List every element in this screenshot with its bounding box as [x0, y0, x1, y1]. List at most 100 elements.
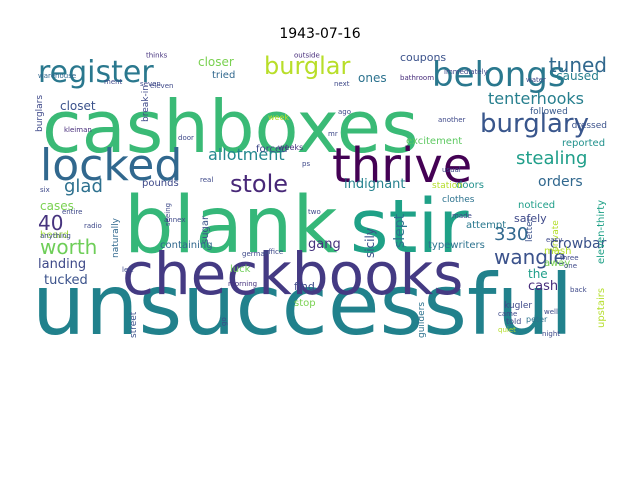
cloud-word: noticed: [518, 200, 555, 211]
cloud-word: break-in: [141, 85, 151, 122]
cloud-word: tuned: [549, 53, 607, 77]
cloud-word: thrive: [332, 138, 472, 194]
cloud-word: quiet: [498, 326, 516, 334]
cloud-word: immediately: [444, 68, 488, 76]
cloud-word: checkbooks: [122, 240, 463, 308]
cloud-word: eleven-thirty: [596, 200, 607, 264]
cloud-word: 330: [494, 224, 528, 245]
cloud-word: luck: [230, 264, 251, 275]
cloud-word: annex: [164, 216, 186, 224]
cloud-word: night: [542, 330, 560, 338]
cloud-word: ago: [338, 108, 351, 116]
cloud-word: the: [528, 267, 548, 281]
cloud-word: tenterhooks: [488, 89, 584, 108]
cloud-word: coupons: [400, 52, 446, 64]
cloud-word: find: [294, 280, 315, 293]
cloud-word: landing: [38, 257, 86, 272]
cloud-word: guilders: [417, 302, 427, 338]
page-title: 1943-07-16: [279, 26, 361, 42]
cloud-word: made: [452, 212, 472, 220]
cloud-word: followed: [530, 107, 568, 117]
cloud-word: kleiman: [64, 126, 92, 134]
cloud-word: caused: [556, 69, 599, 83]
cloud-word: tried: [212, 70, 235, 81]
cloud-word: mash: [544, 246, 571, 257]
cloud-word: seeing: [164, 203, 172, 226]
cloud-word: eleven: [150, 82, 173, 90]
cloud-word: locked: [40, 140, 182, 191]
cloud-word: indignant: [344, 177, 406, 192]
cloud-word: cases: [40, 199, 74, 213]
cloud-word: glad: [64, 176, 103, 197]
cloud-word: real: [200, 176, 213, 184]
cloud-word: german: [242, 250, 269, 258]
cloud-word: water: [526, 76, 546, 84]
cloud-word: ment: [104, 78, 123, 86]
cloud-word: belongs: [432, 55, 566, 95]
cloud-word: weeks: [278, 143, 303, 152]
cloud-word: excitement: [406, 136, 462, 147]
cloud-word: burglary: [480, 109, 589, 139]
cloud-word: upstairs: [596, 288, 607, 328]
cloud-word: dressed: [572, 121, 607, 131]
cloud-word: station: [432, 181, 463, 191]
cloud-word: attempt: [466, 220, 506, 231]
cloud-word: safely: [514, 212, 547, 225]
cloud-word: door: [178, 134, 194, 142]
cloud-word: tucked: [44, 273, 88, 288]
cloud-word: forced: [256, 144, 288, 155]
cloud-word: entire: [62, 208, 82, 216]
cloud-word: next: [334, 80, 350, 88]
cloud-word: burglars: [35, 95, 45, 132]
cloud-word: clothes: [442, 195, 475, 205]
cloud-word: thinks: [146, 52, 168, 60]
cloud-word: away: [544, 258, 570, 269]
cloud-word: heard: [40, 230, 69, 241]
cloud-word: usual: [442, 166, 461, 174]
cloud-word: stealing: [516, 148, 587, 169]
cloud-word: office: [264, 248, 283, 256]
cloud-word: sicily: [363, 228, 377, 258]
cloud-word: burglar: [264, 52, 351, 80]
cloud-word: crowbar: [550, 236, 607, 252]
cloud-word: go: [220, 317, 228, 326]
cloud-word: register: [38, 55, 154, 90]
cloud-word: back: [570, 286, 588, 294]
cloud-word: seven: [140, 80, 161, 88]
cloud-word: outside: [294, 52, 320, 60]
cloud-word: slept: [392, 213, 408, 248]
cloud-word: kugler: [504, 301, 532, 311]
cloud-word: easy: [546, 236, 562, 244]
cloud-word: naturally: [111, 217, 121, 258]
cloud-word: another: [438, 116, 465, 124]
cloud-word: radio: [84, 222, 102, 230]
cloud-word: told: [506, 317, 521, 326]
cloud-word: blank: [124, 181, 338, 271]
cloud-word: gang: [308, 237, 341, 252]
cloud-word: unsuccessful: [32, 256, 573, 340]
cloud-word: containing: [160, 240, 213, 251]
cloud-word: two: [308, 208, 321, 216]
cloud-word: stop: [294, 298, 316, 309]
cloud-word: allotment: [208, 145, 285, 164]
cloud-word: 40: [38, 211, 63, 235]
cloud-word: ps: [302, 160, 310, 168]
cloud-word: left: [122, 266, 134, 274]
cloud-word: ones: [358, 71, 387, 85]
cloud-word: stole: [230, 170, 288, 198]
cloud-word: came: [498, 310, 517, 318]
cloud-word: morning: [228, 280, 257, 288]
cloud-word: cashboxes: [42, 85, 419, 169]
cloud-word: bathroom: [400, 74, 434, 82]
cloud-word: letter: [525, 217, 535, 242]
cloud-word: six: [40, 186, 50, 194]
cloud-word: anything: [40, 232, 71, 240]
cloud-word: mr: [328, 130, 338, 138]
cloud-word: wangle: [494, 245, 566, 269]
cloud-word: sugar: [200, 215, 211, 244]
cloud-word: worth: [40, 235, 97, 259]
cloud-word: typewriters: [428, 240, 485, 251]
cloud-word: pounds: [142, 178, 179, 189]
cloud-word: orders: [538, 174, 583, 190]
